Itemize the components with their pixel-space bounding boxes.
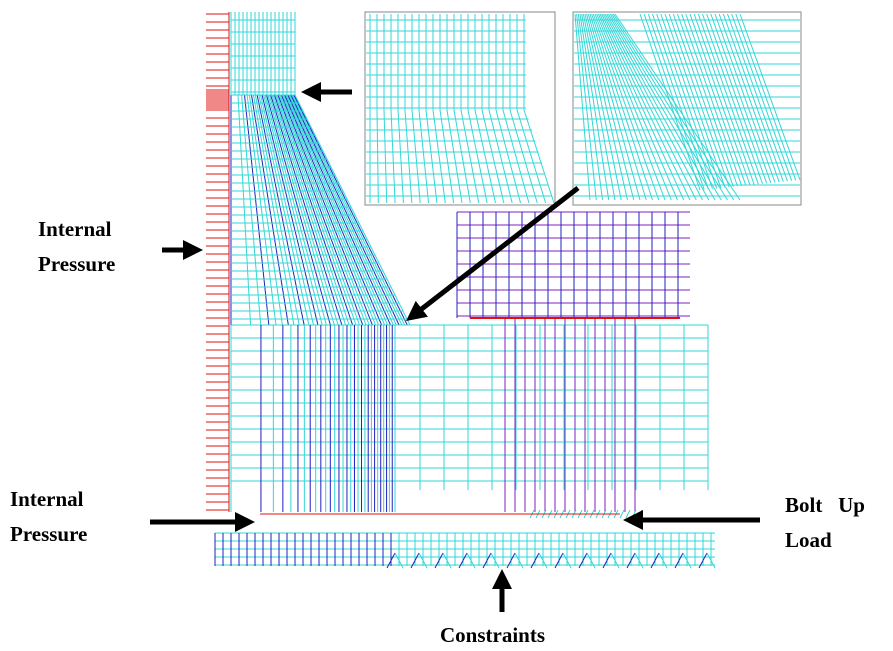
mesh-line xyxy=(620,510,624,518)
label: Internal xyxy=(10,487,84,511)
label: Bolt Up xyxy=(785,493,865,517)
mesh-line xyxy=(282,95,373,325)
label: Constraints xyxy=(440,623,545,647)
mesh-line xyxy=(638,510,642,518)
label: Load xyxy=(785,528,832,552)
label: Internal xyxy=(38,217,112,241)
label: Pressure xyxy=(10,522,87,546)
label: Pressure xyxy=(38,252,115,276)
mesh-line xyxy=(632,510,636,518)
arrow xyxy=(410,188,578,318)
mesh-line xyxy=(626,510,630,518)
fe-mesh-diagram: Internal Pressure Internal Pressure Bolt… xyxy=(0,0,893,651)
